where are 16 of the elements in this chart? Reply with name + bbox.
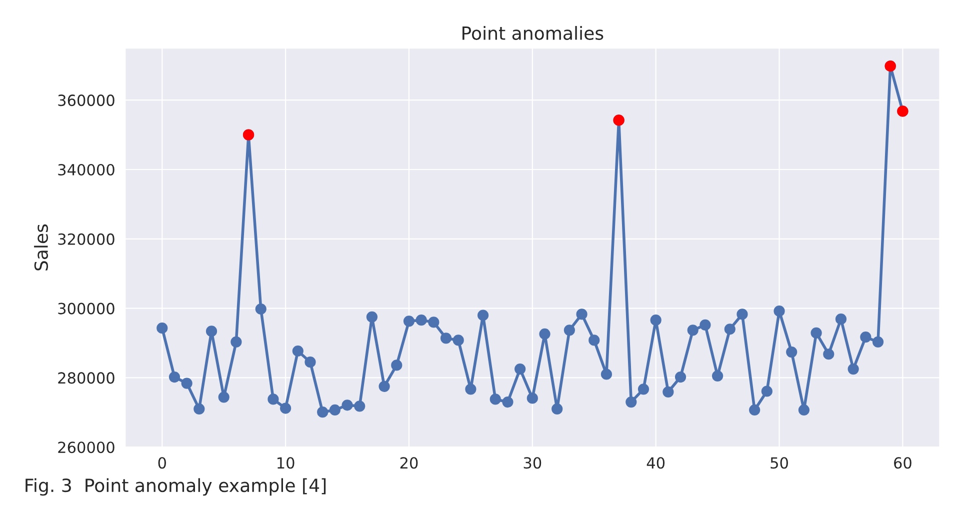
y-tick-label: 340000 (58, 164, 114, 176)
x-tick-label: 50 (770, 457, 788, 469)
y-axis-title: Sales (34, 224, 48, 270)
x-tick-label: 20 (400, 457, 418, 469)
caption: Fig. 3 Point anomaly example [4] (26, 478, 326, 496)
x-tick-label: 40 (646, 457, 665, 469)
chart-title: Point anomalies (462, 26, 604, 40)
y-tick-label: 320000 (58, 233, 114, 245)
y-tick-label: 280000 (58, 372, 114, 384)
x-tick-label: 60 (894, 457, 912, 469)
y-tick-label: 260000 (58, 442, 114, 454)
y-tick-label: 360000 (58, 94, 114, 106)
x-tick-label: 10 (278, 457, 294, 469)
x-tick-label: 0 (158, 457, 166, 469)
x-tick-label: 30 (524, 457, 542, 469)
y-tick-label: 300000 (58, 302, 114, 314)
